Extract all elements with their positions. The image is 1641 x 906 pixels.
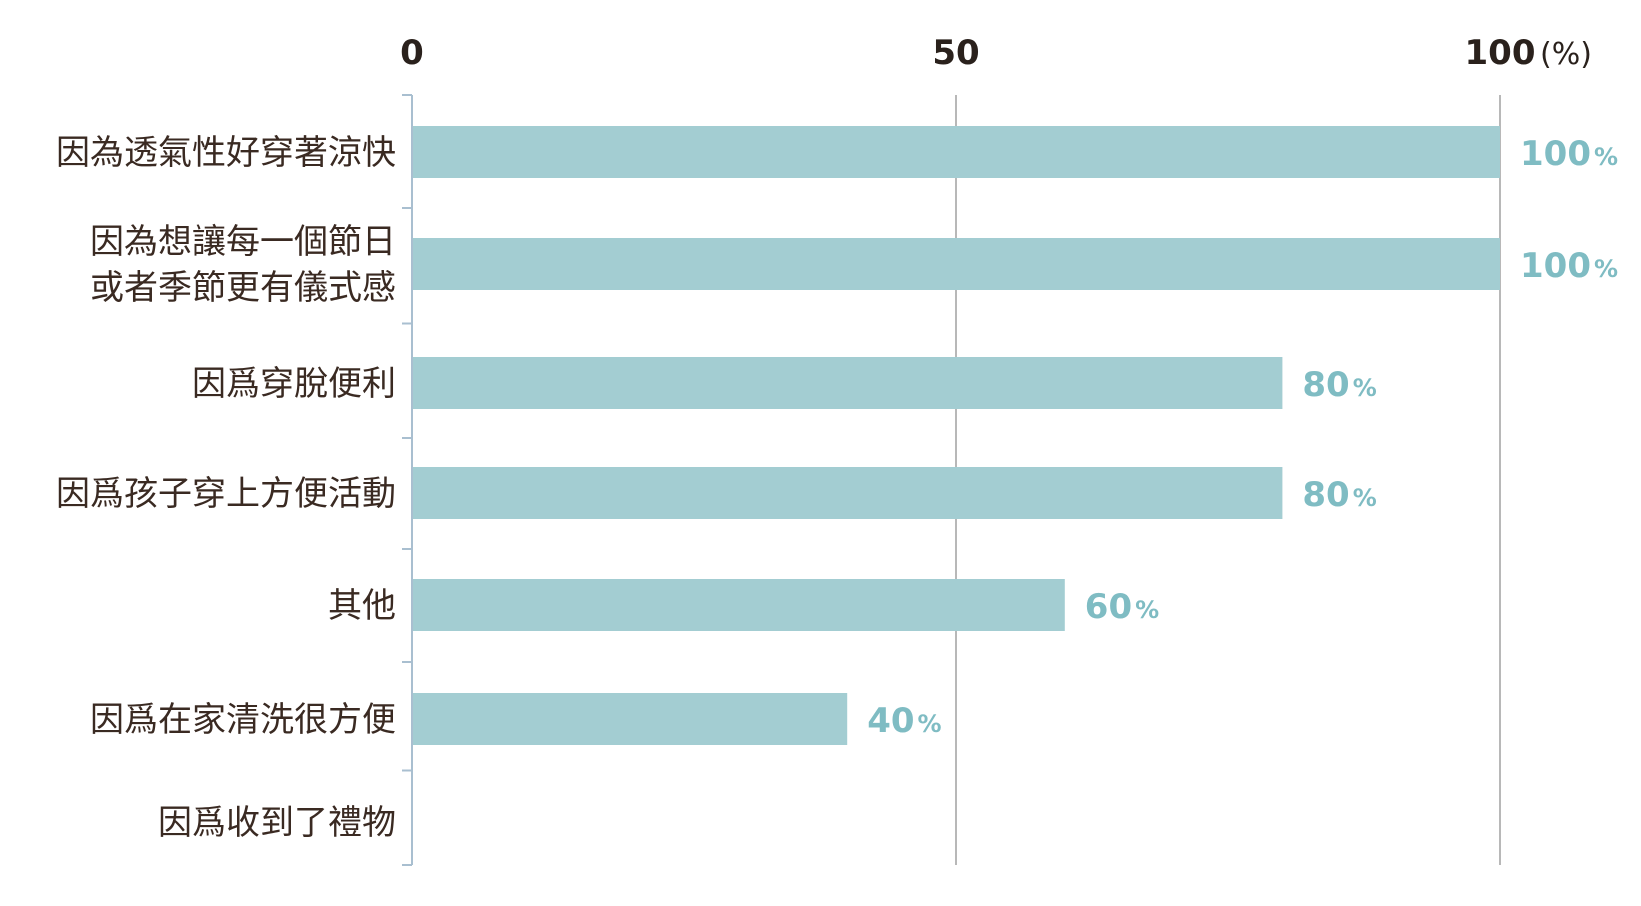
value-number: 40: [867, 701, 914, 741]
category-label: 其他: [328, 586, 396, 626]
value-number: 80: [1302, 475, 1349, 515]
value-number: 100: [1520, 246, 1591, 286]
value-label: 60%: [1085, 587, 1159, 627]
x-unit-label: (%): [1540, 37, 1592, 72]
category-label: 因爲在家清洗很方便: [90, 700, 396, 740]
category-label: 因爲孩子穿上方便活動: [56, 474, 396, 514]
category-label: 因為想讓每一個節日: [90, 222, 396, 262]
value-label: 80%: [1302, 475, 1376, 515]
value-percent-sign: %: [1594, 255, 1618, 283]
bar-1: [412, 238, 1500, 290]
value-percent-sign: %: [918, 710, 942, 738]
value-label: 100%: [1520, 246, 1618, 286]
x-tick-label: 100: [1465, 33, 1536, 73]
value-label: 40%: [867, 701, 941, 741]
bar-5: [412, 693, 848, 745]
bar-3: [412, 467, 1283, 519]
category-label: 或者季節更有儀式感: [90, 268, 396, 308]
value-label: 80%: [1302, 365, 1376, 405]
category-label: 因爲穿脫便利: [192, 364, 396, 404]
value-number: 80: [1302, 365, 1349, 405]
category-label: 因為透氣性好穿著涼快: [56, 133, 396, 173]
bar-0: [412, 126, 1500, 178]
value-number: 60: [1085, 587, 1132, 627]
value-percent-sign: %: [1135, 596, 1159, 624]
value-percent-sign: %: [1353, 484, 1377, 512]
category-label: 因爲收到了禮物: [158, 803, 396, 843]
bar-4: [412, 579, 1065, 631]
value-number: 100: [1520, 134, 1591, 174]
value-label: 100%: [1520, 134, 1618, 174]
bar-2: [412, 357, 1283, 409]
x-tick-label: 0: [400, 33, 424, 73]
x-tick-label: 50: [932, 33, 979, 73]
value-percent-sign: %: [1353, 374, 1377, 402]
value-percent-sign: %: [1594, 143, 1618, 171]
